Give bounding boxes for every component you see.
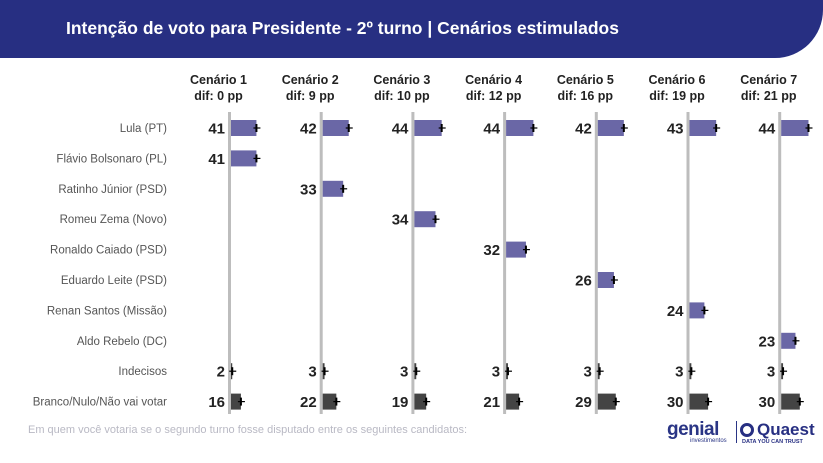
data-label: 41 [208, 121, 225, 138]
data-label: 3 [675, 364, 683, 381]
bar [781, 393, 800, 410]
row-label: Flávio Bolsonaro (PL) [56, 153, 167, 165]
bar [231, 120, 257, 136]
bar [506, 120, 534, 136]
data-label: 19 [392, 394, 409, 411]
data-label: 3 [400, 364, 408, 381]
row-label: Lula (PT) [120, 123, 167, 135]
row-label: Romeu Zema (Novo) [60, 214, 168, 226]
row-label: Branco/Nulo/Não vai votar [33, 397, 167, 409]
data-label: 2 [217, 364, 225, 381]
bar [506, 393, 520, 410]
scenario-dif-label: dif: 0 pp [194, 89, 243, 103]
logo-divider [736, 421, 737, 443]
data-label: 33 [300, 181, 317, 198]
scenario-header: Cenário 4 [465, 73, 522, 87]
bar [322, 180, 344, 197]
bar [781, 332, 796, 349]
quaest-logo: Quaest [757, 420, 815, 439]
bar [231, 150, 257, 167]
bar [689, 302, 705, 319]
data-label: 29 [575, 394, 592, 411]
data-label: 32 [483, 242, 500, 259]
data-label: 21 [483, 394, 500, 411]
data-label: 3 [308, 364, 316, 381]
data-label: 3 [583, 364, 591, 381]
row-label: Ratinho Júnior (PSD) [58, 184, 167, 196]
bar [597, 393, 616, 410]
bar [231, 393, 241, 410]
scenario-dif-label: dif: 21 pp [741, 89, 797, 103]
data-label: 23 [759, 333, 776, 350]
bar [506, 241, 526, 258]
data-label: 42 [300, 121, 317, 138]
data-label: 44 [483, 121, 500, 138]
bar [322, 120, 349, 136]
bar [689, 393, 709, 410]
bar [414, 211, 436, 228]
page-title: Intenção de voto para Presidente - 2º tu… [66, 18, 619, 38]
bar [597, 272, 614, 288]
data-label: 42 [575, 121, 592, 138]
row-label: Ronaldo Caiado (PSD) [50, 245, 167, 257]
row-label: Renan Santos (Missão) [47, 305, 167, 317]
footnote: Em quem você votaria se o segundo turno … [28, 424, 468, 436]
bar [322, 393, 337, 410]
row-label: Aldo Rebelo (DC) [77, 336, 167, 348]
genial-logo-subtitle: investimentos [690, 438, 727, 444]
row-label: Eduardo Leite (PSD) [61, 275, 167, 287]
bar [597, 120, 624, 136]
row-label: Indecisos [118, 366, 167, 378]
bar [781, 120, 809, 136]
header-bar: Intenção de voto para Presidente - 2º tu… [0, 0, 823, 58]
scenario-dif-label: dif: 10 pp [374, 89, 430, 103]
scenario-header: Cenário 3 [373, 73, 430, 87]
data-label: 16 [208, 394, 225, 411]
bar [689, 120, 717, 136]
scenario-header: Cenário 5 [557, 73, 614, 87]
bar [414, 393, 427, 410]
data-label: 41 [208, 151, 225, 168]
data-label: 34 [392, 212, 409, 229]
data-label: 26 [575, 273, 592, 290]
scenario-header: Cenário 7 [740, 73, 797, 87]
data-label: 44 [759, 121, 776, 138]
scenario-dif-label: dif: 19 pp [649, 89, 705, 103]
genial-logo: genial [667, 419, 719, 440]
quaest-logo-subtitle: DATA YOU CAN TRUST [742, 439, 803, 445]
data-label: 43 [667, 121, 684, 138]
scenario-dif-label: dif: 16 pp [558, 89, 614, 103]
scenario-header: Cenário 6 [649, 73, 706, 87]
data-label: 44 [392, 121, 409, 138]
chart-canvas: Cenário 1 dif: 0 pp Cenário 2 dif: 9 pp Cená… [33, 73, 813, 414]
data-label: 30 [667, 394, 684, 411]
scenario-header: Cenário 1 [190, 73, 247, 87]
data-label: 3 [492, 364, 500, 381]
data-label: 3 [767, 364, 775, 381]
data-label: 24 [667, 303, 684, 320]
quaest-mark-icon [740, 423, 754, 437]
data-label: 22 [300, 394, 317, 411]
bar [414, 120, 442, 136]
scenario-dif-label: dif: 9 pp [286, 89, 335, 103]
scenario-header: Cenário 2 [282, 73, 339, 87]
data-label: 30 [759, 394, 776, 411]
scenario-dif-label: dif: 12 pp [466, 89, 522, 103]
